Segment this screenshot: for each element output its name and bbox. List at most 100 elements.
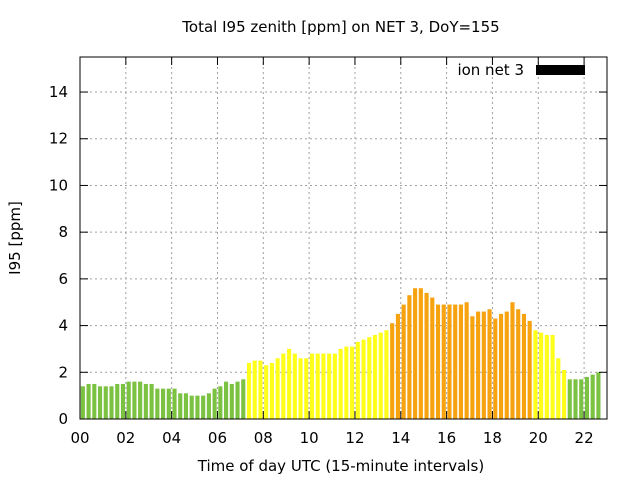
bar — [470, 316, 475, 419]
bar — [229, 383, 234, 419]
bar — [97, 386, 103, 419]
bar — [418, 288, 423, 419]
bar — [183, 393, 189, 419]
bar — [590, 374, 595, 419]
bar — [195, 395, 200, 419]
bar — [413, 288, 418, 419]
bar — [344, 346, 349, 419]
bar — [556, 358, 561, 419]
bar — [80, 386, 85, 419]
bar — [596, 372, 601, 419]
bar — [355, 341, 360, 419]
bar — [292, 353, 297, 419]
bar — [561, 369, 567, 419]
bar — [544, 334, 549, 419]
x-tick-label: 06 — [208, 429, 227, 447]
bar — [435, 304, 441, 419]
bar — [275, 358, 280, 419]
bar — [252, 360, 257, 419]
bar — [155, 388, 160, 419]
bar — [109, 386, 114, 419]
y-tick-label: 14 — [49, 83, 68, 101]
legend: ion net 3 — [457, 61, 585, 79]
bar — [395, 313, 400, 419]
bar — [498, 313, 504, 419]
bar — [539, 332, 544, 419]
bar — [264, 365, 269, 419]
bar — [218, 386, 223, 419]
bar — [315, 353, 320, 419]
bar — [584, 376, 590, 419]
bar — [458, 304, 463, 419]
bar — [246, 362, 252, 419]
bar-series — [80, 288, 601, 419]
bar — [390, 323, 395, 419]
bar — [132, 381, 137, 419]
bar — [361, 339, 366, 419]
bar — [189, 395, 194, 419]
bar — [206, 393, 211, 419]
bar — [212, 388, 217, 419]
bar — [567, 379, 572, 419]
bar — [476, 311, 481, 419]
bar — [407, 295, 412, 419]
bar — [201, 395, 206, 419]
bar — [573, 379, 578, 419]
y-tick-label: 6 — [58, 270, 68, 288]
plot-frame — [79, 56, 608, 420]
bar — [126, 381, 131, 419]
legend-label: ion net 3 — [457, 61, 524, 79]
bar — [447, 304, 452, 419]
bar — [384, 330, 389, 419]
y-tick-label: 4 — [58, 317, 68, 335]
x-tick-label: 14 — [391, 429, 410, 447]
bar — [481, 311, 486, 419]
bar — [441, 304, 446, 419]
bar — [258, 360, 263, 419]
bar — [516, 309, 521, 419]
bar — [453, 304, 458, 419]
bar — [338, 348, 343, 419]
y-tick-label: 10 — [49, 176, 68, 194]
bar — [424, 292, 429, 419]
bar — [350, 346, 355, 419]
bar — [298, 358, 303, 419]
bar — [321, 353, 326, 419]
x-tick-label: 22 — [575, 429, 594, 447]
bar — [367, 337, 372, 419]
bar — [287, 348, 292, 419]
x-axis-label: Time of day UTC (15-minute intervals) — [197, 457, 484, 475]
bar — [550, 334, 555, 419]
bar — [378, 332, 383, 419]
bar — [372, 334, 378, 419]
y-tick-label: 0 — [58, 410, 68, 428]
bar — [103, 386, 108, 419]
bar — [178, 393, 183, 419]
bar — [579, 379, 584, 419]
bar — [527, 320, 532, 419]
bar — [138, 381, 143, 419]
bar — [533, 330, 538, 419]
bar — [241, 379, 246, 419]
bar — [143, 383, 148, 419]
x-tick-label: 10 — [300, 429, 319, 447]
grid-lines — [80, 57, 607, 419]
y-tick-label: 8 — [58, 223, 68, 241]
bar — [401, 304, 406, 419]
bar — [464, 302, 469, 419]
bar — [493, 318, 498, 419]
x-tick-label: 20 — [529, 429, 548, 447]
bar — [521, 313, 527, 419]
bar — [430, 297, 435, 419]
bar — [504, 311, 509, 419]
bar — [172, 388, 177, 419]
bar — [160, 388, 166, 419]
bar — [166, 388, 171, 419]
y-tick-labels: 0 2 4 6 8 10 12 14 — [49, 83, 68, 428]
x-tick-label: 12 — [345, 429, 364, 447]
x-tick-label: 04 — [162, 429, 181, 447]
y-tick-label: 12 — [49, 130, 68, 148]
x-tick-label: 08 — [254, 429, 273, 447]
